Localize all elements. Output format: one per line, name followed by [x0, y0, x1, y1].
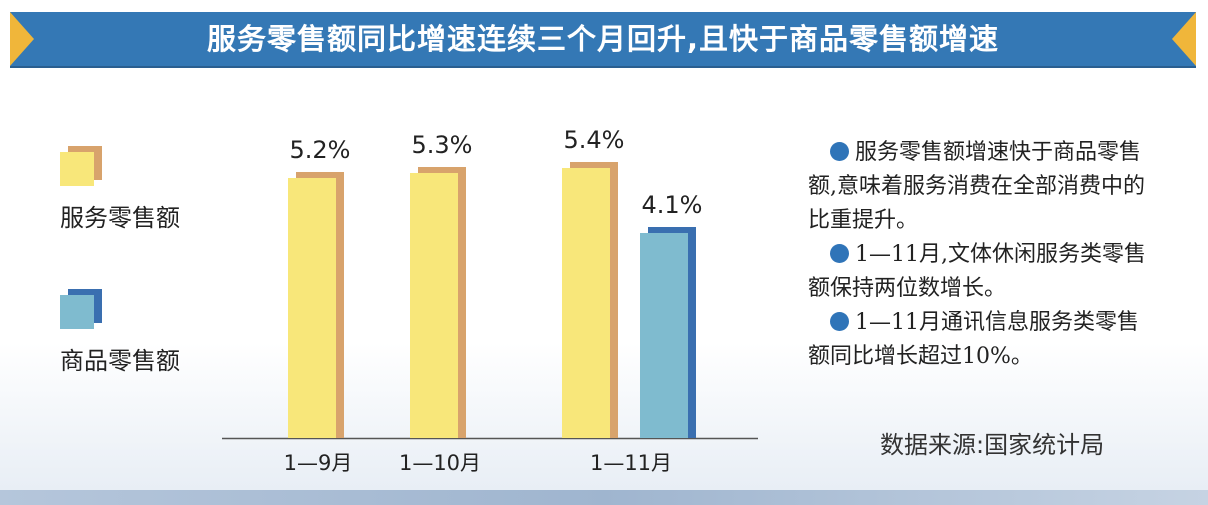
notes-block: 服务零售额增速快于商品零售额,意味着服务消费在全部消费中的比重提升。 1—11月… [808, 136, 1148, 374]
note-text: 1—11月,文体休闲服务类零售额保持两位数增长。 [808, 242, 1146, 301]
legend-label-goods: 商品零售额 [60, 347, 180, 375]
x-tick-label: 1—9月 [284, 451, 353, 475]
bar [288, 178, 336, 438]
bar [640, 233, 688, 438]
legend-swatch-services [60, 146, 102, 186]
note-text: 1—11月通讯信息服务类零售额同比增长超过10%。 [808, 310, 1139, 369]
data-label: 5.3% [412, 131, 473, 159]
note-item: 1—11月,文体休闲服务类零售额保持两位数增长。 [808, 238, 1148, 306]
note-item: 服务零售额增速快于商品零售额,意味着服务消费在全部消费中的比重提升。 [808, 136, 1148, 238]
legend-label-services: 服务零售额 [60, 204, 180, 232]
source-note: 数据来源:国家统计局 [880, 431, 1105, 459]
data-label: 4.1% [642, 191, 703, 219]
bottom-strip [0, 490, 1208, 505]
title-bar: 服务零售额同比增速连续三个月回升,且快于商品零售额增速 [10, 12, 1196, 66]
bar [410, 173, 458, 438]
legend-swatch-goods [60, 289, 102, 329]
note-text: 服务零售额增速快于商品零售额,意味着服务消费在全部消费中的比重提升。 [808, 140, 1145, 233]
bullet-icon [830, 244, 849, 263]
left-arrow-icon [10, 12, 34, 66]
bullet-icon [830, 312, 849, 331]
bar [562, 168, 610, 438]
bullet-icon [830, 142, 849, 161]
data-label: 5.4% [564, 126, 625, 154]
note-item: 1—11月通讯信息服务类零售额同比增长超过10%。 [808, 306, 1148, 374]
right-arrow-icon [1172, 12, 1196, 66]
x-tick-label: 1—10月 [399, 451, 481, 475]
data-label: 5.2% [290, 136, 351, 164]
chart-title: 服务零售额同比增速连续三个月回升,且快于商品零售额增速 [206, 22, 1000, 56]
x-tick-label: 1—11月 [590, 451, 672, 475]
